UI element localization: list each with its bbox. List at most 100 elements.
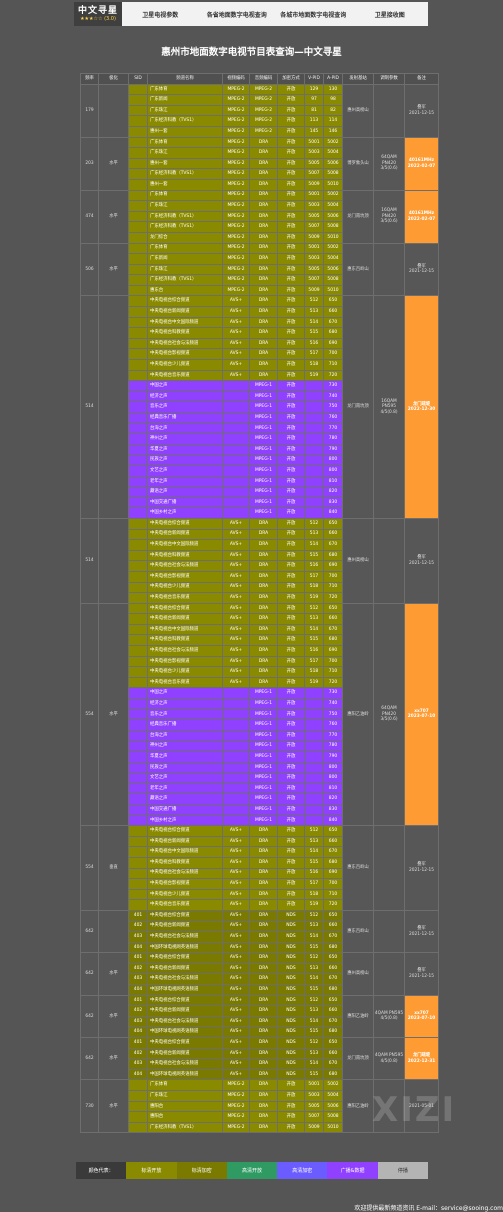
sid-cell: [128, 803, 148, 816]
sid-cell: [128, 602, 148, 615]
table-row: 中央电视台新闻频道 AVS+ DRA 开放 513 660: [81, 835, 439, 848]
encryption-cell: NDS: [277, 931, 305, 943]
encryption-cell: 开放: [277, 157, 305, 170]
column-header: V-PID: [304, 73, 324, 85]
polarization-cell: 水平: [98, 189, 129, 244]
encryption-cell: 开放: [277, 581, 305, 594]
encryption-cell: 开放: [277, 178, 305, 191]
audio-codec-cell: DRA: [249, 645, 278, 657]
video-pid-cell: [304, 803, 324, 816]
channel-name-cell: 台海之声: [147, 422, 223, 435]
audio-codec-cell: DRA: [249, 147, 278, 159]
sid-cell: [128, 623, 148, 636]
video-pid-cell: 5007: [304, 221, 324, 233]
sid-cell: [128, 94, 148, 106]
sid-cell: [128, 539, 148, 551]
column-header: 发射基站: [342, 73, 374, 85]
video-codec-cell: AVS+: [222, 666, 250, 678]
nav-satellite-diagram[interactable]: 卫星接收图: [374, 11, 405, 19]
video-codec-cell: AVS+: [222, 931, 250, 943]
table-row: 民族之声 MPEG-1 开放 800: [81, 454, 439, 466]
channel-name-cell: 老年之声: [147, 475, 223, 488]
audio-codec-cell: MPEG-1: [249, 719, 278, 731]
frequency-cell: 554: [80, 602, 99, 827]
video-codec-cell: AVS+: [222, 369, 250, 382]
table-row: 402 中央电视台新闻频道 AVS+ DRA NDS 513 660: [81, 920, 439, 933]
audio-codec-cell: DRA: [249, 200, 278, 212]
video-codec-cell: MPEG-2: [222, 147, 250, 159]
audio-codec-cell: DRA: [249, 867, 278, 880]
audio-pid-cell: 660: [323, 920, 343, 933]
table-row: 广东珠江 MPEG-2 DRA 开放 5003 5004: [81, 1090, 439, 1102]
sid-cell: [128, 570, 148, 583]
audio-codec-cell: MPEG-1: [249, 454, 278, 466]
table-row: 广东经济科教（TVS1） MPEG-2 DRA 开放 5009 5010: [81, 1121, 439, 1134]
video-codec-cell: AVS+: [222, 920, 250, 933]
video-codec-cell: AVS+: [222, 941, 250, 954]
audio-codec-cell: DRA: [249, 1005, 278, 1017]
video-codec-cell: MPEG-2: [222, 83, 250, 96]
sid-cell: [128, 528, 148, 541]
video-codec-cell: MPEG-2: [222, 1100, 250, 1113]
encryption-cell: 开放: [277, 719, 305, 731]
note-date: 2021-05-01: [409, 1103, 434, 1109]
table-row: 554 水平 中央电视台综合频道 AVS+ DRA 开放 512 650 惠阳乙油岭 64QAM …: [80, 602, 439, 827]
note-author: 叠军: [417, 555, 426, 561]
table-row: 神州之声 MPEG-1 开放 780: [81, 740, 439, 752]
sid-cell: [128, 136, 148, 149]
sid-cell: [128, 655, 148, 668]
video-codec-cell: AVS+: [222, 359, 250, 371]
nav-satellite-params[interactable]: 卫星电视参数: [142, 11, 179, 19]
video-pid-cell: 5009: [304, 284, 324, 297]
sid-cell: [128, 274, 148, 286]
channel-name-cell: 广东珠江: [147, 104, 223, 117]
video-codec-cell: [222, 687, 250, 700]
audio-codec-cell: DRA: [249, 189, 278, 202]
channel-name-cell: 龙门综合: [147, 231, 223, 244]
audio-codec-cell: DRA: [249, 952, 278, 964]
audio-codec-cell: DRA: [249, 178, 278, 191]
sid-cell: [128, 464, 148, 477]
note-date: 2021-12-15: [409, 560, 434, 566]
polarization-cell: 水平: [98, 994, 129, 1039]
table-row: 642 水平 401 中央电视台综合频道 AVS+ DRA NDS 512 650 惠阳乙油岭 4Q…: [80, 994, 439, 1039]
sid-cell: 403: [128, 973, 148, 986]
encryption-cell: 开放: [277, 464, 305, 477]
audio-codec-cell: MPEG-1: [249, 443, 278, 456]
channel-name-cell: 广东珠江: [147, 263, 223, 276]
video-codec-cell: AVS+: [222, 899, 250, 911]
polarization-cell: 水平: [98, 1037, 129, 1081]
video-codec-cell: [222, 782, 250, 795]
encryption-cell: 开放: [277, 793, 305, 805]
channel-name-cell: 藏语之声: [147, 486, 223, 498]
video-pid-cell: 5007: [304, 1111, 324, 1123]
sid-cell: [128, 581, 148, 594]
video-pid-cell: 5005: [304, 210, 324, 223]
table-row: 经济之声 MPEG-1 开放 740: [81, 390, 439, 403]
channel-name-cell: 中央电视台新闻频道: [147, 306, 223, 318]
nav-province-query[interactable]: 各省地面数字电视查询: [206, 11, 267, 19]
channel-name-cell: 中央电视台新闻频道: [147, 835, 223, 848]
modulation-cell: [373, 909, 405, 954]
video-codec-cell: [222, 486, 250, 498]
note-author: 龙门疏堤: [412, 1053, 431, 1059]
audio-codec-cell: DRA: [249, 825, 278, 837]
audio-pid-cell: 146: [323, 125, 343, 138]
sid-cell: [128, 168, 148, 180]
table-row: 文艺之声 MPEG-1 开放 800: [81, 464, 439, 477]
channel-name-cell: 藏语之声: [147, 793, 223, 805]
encryption-cell: 开放: [277, 835, 305, 848]
nav-city-query[interactable]: 各城市地面数字电视查询: [280, 11, 347, 19]
audio-pid-cell: 660: [323, 306, 343, 318]
modulation-cell: 64QAM PN420 3/5(0.6): [373, 136, 405, 191]
video-pid-cell: 5009: [304, 231, 324, 244]
audio-pid-cell: 660: [323, 1047, 343, 1060]
channel-name-cell: 中国环球电视网英语频道: [147, 941, 223, 954]
audio-codec-cell: MPEG-2: [249, 125, 278, 138]
channel-name-cell: 广东经济科教（TVS1）: [147, 210, 223, 223]
video-pid-cell: [304, 687, 324, 700]
sid-cell: [128, 200, 148, 212]
channel-name-cell: 惠州一套: [147, 125, 223, 138]
site-logo[interactable]: 中文寻星 ★★★☆☆ (3.0): [74, 2, 122, 26]
sid-cell: [128, 772, 148, 784]
